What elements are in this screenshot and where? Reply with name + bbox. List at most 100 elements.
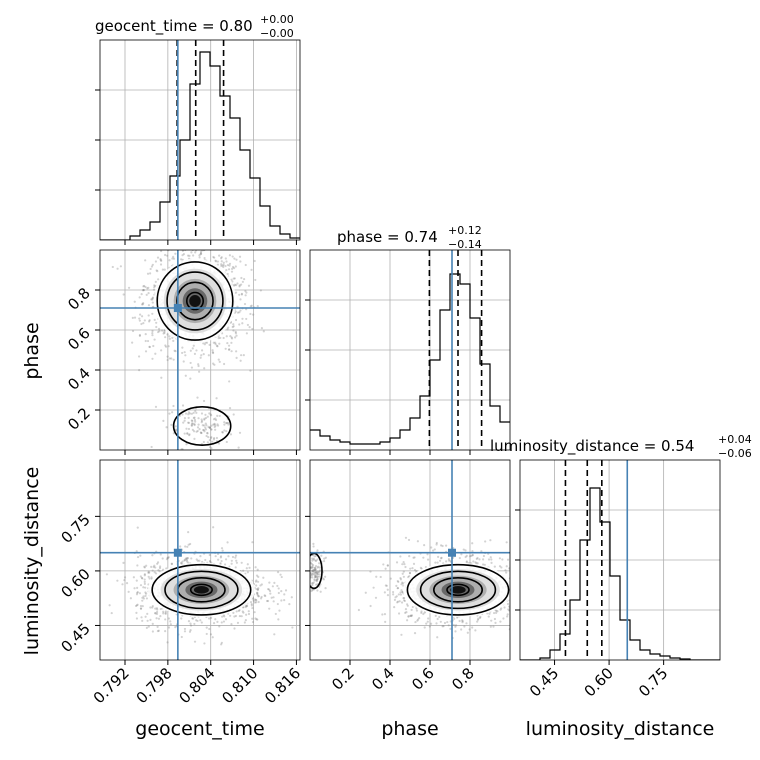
scatter-point	[179, 545, 182, 548]
scatter-point	[233, 283, 236, 286]
scatter-point	[489, 625, 492, 628]
scatter-point	[250, 604, 253, 607]
scatter-point	[152, 344, 155, 348]
scatter-point	[426, 620, 429, 623]
scatter-point	[142, 595, 145, 598]
scatter-point	[235, 610, 238, 613]
scatter-point	[313, 568, 317, 571]
scatter-point	[92, 552, 94, 554]
scatter-point	[174, 350, 177, 353]
scatter-point	[403, 563, 406, 566]
scatter-point	[159, 553, 162, 556]
scatter-point	[185, 559, 188, 562]
scatter-point	[449, 559, 452, 562]
scatter-point	[532, 597, 534, 599]
scatter-point	[140, 576, 144, 580]
scatter-point	[507, 608, 510, 611]
scatter-point	[314, 575, 317, 578]
x-tick-label: 0.816	[261, 664, 304, 707]
scatter-point	[277, 591, 280, 595]
scatter-point	[439, 544, 443, 547]
scatter-point	[400, 583, 403, 586]
scatter-point	[478, 558, 481, 561]
scatter-point	[239, 359, 242, 362]
scatter-point	[198, 256, 201, 259]
scatter-point	[151, 263, 154, 266]
scatter-point	[547, 603, 549, 605]
scatter-point	[214, 424, 217, 427]
scatter-point	[187, 413, 190, 416]
scatter-point	[162, 419, 165, 422]
scatter-point	[234, 330, 237, 333]
scatter-point	[137, 355, 141, 358]
scatter-point	[142, 322, 145, 325]
contour-line	[185, 291, 205, 311]
scatter-point	[208, 627, 211, 631]
scatter-point	[385, 584, 388, 587]
scatter-point	[214, 259, 217, 262]
scatter-point	[512, 633, 514, 635]
x-tick-label: 0.6	[408, 664, 438, 694]
scatter-point	[175, 428, 178, 431]
scatter-point	[230, 559, 233, 562]
scatter-point	[311, 572, 315, 575]
scatter-point	[499, 608, 502, 611]
scatter-point	[179, 454, 181, 456]
scatter-point	[231, 280, 234, 283]
scatter-point	[250, 603, 253, 606]
scatter-point	[218, 414, 221, 418]
contour-line-secondary	[172, 405, 232, 446]
scatter-point	[207, 425, 210, 428]
scatter-point	[231, 255, 234, 258]
scatter-point	[386, 588, 389, 591]
scatter-point	[383, 612, 387, 616]
scatter-point	[538, 578, 540, 580]
scatter-point	[407, 538, 411, 542]
scatter-point	[364, 591, 367, 594]
scatter-point	[502, 617, 505, 620]
x-tick-label: 0.804	[175, 664, 218, 707]
scatter-point	[227, 344, 231, 347]
scatter-point	[414, 620, 417, 624]
scatter-point	[133, 300, 136, 303]
scatter-point	[187, 620, 191, 623]
scatter-point	[531, 596, 533, 598]
scatter-point	[489, 539, 492, 542]
scatter-point	[372, 586, 375, 589]
histogram-step-line	[310, 273, 510, 445]
scatter-point	[164, 253, 167, 257]
scatter-point	[222, 263, 225, 267]
scatter-point	[316, 577, 319, 580]
scatter-point	[506, 558, 510, 561]
scatter-point	[157, 569, 160, 572]
scatter-point	[523, 593, 525, 595]
scatter-point	[238, 255, 242, 258]
scatter-point	[168, 245, 170, 247]
scatter-point	[420, 610, 423, 613]
scatter-point	[190, 423, 193, 427]
scatter-point	[398, 600, 401, 603]
scatter-point	[139, 607, 143, 610]
scatter-point	[105, 573, 108, 576]
scatter-point	[438, 559, 442, 562]
scatter-point	[265, 599, 269, 603]
scatter-point	[144, 586, 147, 589]
scatter-point	[305, 567, 307, 569]
scatter-point	[447, 624, 450, 627]
scatter-point	[166, 254, 169, 257]
scatter-panel-geocent-time-vs-luminosity-distance: 0.792 0.798 0.804 0.810 0.816 0.45 0.60 0.75	[57, 459, 304, 707]
scatter-point	[153, 284, 156, 287]
scatter-point	[204, 452, 206, 454]
scatter-point	[461, 620, 464, 623]
scatter-point	[311, 576, 314, 579]
scatter-point	[193, 418, 197, 421]
scatter-point	[471, 553, 474, 557]
y-tick-label: 0.75	[57, 510, 93, 546]
contour-line	[151, 563, 252, 616]
scatter-point	[119, 265, 122, 268]
scatter-point	[311, 559, 314, 562]
scatter-point	[228, 264, 231, 267]
scatter-point	[314, 576, 317, 579]
scatter-point	[442, 625, 445, 628]
scatter-point	[468, 555, 472, 558]
